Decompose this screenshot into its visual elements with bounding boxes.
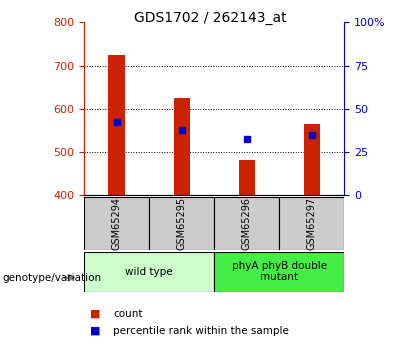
Text: GSM65295: GSM65295 <box>177 197 186 250</box>
Bar <box>149 197 214 250</box>
Text: wild type: wild type <box>125 267 173 277</box>
Bar <box>84 197 149 250</box>
Bar <box>214 252 344 292</box>
Bar <box>214 197 279 250</box>
Text: GDS1702 / 262143_at: GDS1702 / 262143_at <box>134 11 286 25</box>
Text: GSM65297: GSM65297 <box>307 197 317 250</box>
Bar <box>304 124 320 195</box>
Text: GSM65296: GSM65296 <box>242 197 252 250</box>
Text: ■: ■ <box>90 309 101 319</box>
Text: percentile rank within the sample: percentile rank within the sample <box>113 326 289 335</box>
Bar <box>279 197 344 250</box>
Text: phyA phyB double
mutant: phyA phyB double mutant <box>232 261 327 283</box>
Bar <box>173 98 190 195</box>
Text: ■: ■ <box>90 326 101 335</box>
Bar <box>108 55 125 195</box>
Text: genotype/variation: genotype/variation <box>2 273 101 283</box>
Text: count: count <box>113 309 143 319</box>
Bar <box>84 252 214 292</box>
Text: GSM65294: GSM65294 <box>112 197 121 250</box>
Bar <box>239 160 255 195</box>
